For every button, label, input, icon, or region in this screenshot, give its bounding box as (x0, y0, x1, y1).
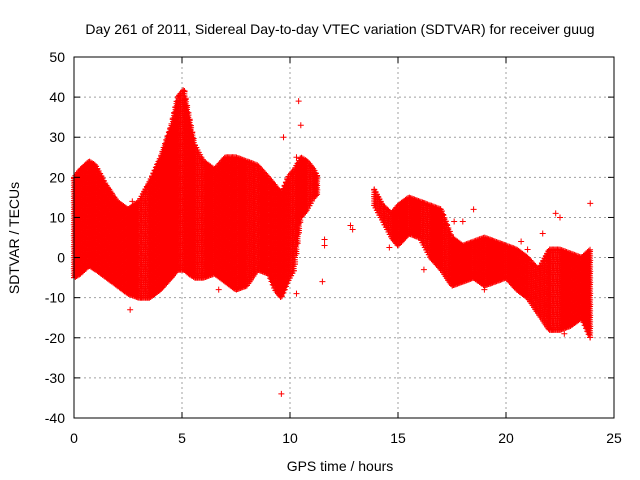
chart-title: Day 261 of 2011, Sidereal Day-to-day VTE… (85, 21, 594, 37)
grid-lines (74, 57, 614, 418)
data-points (70, 87, 594, 397)
